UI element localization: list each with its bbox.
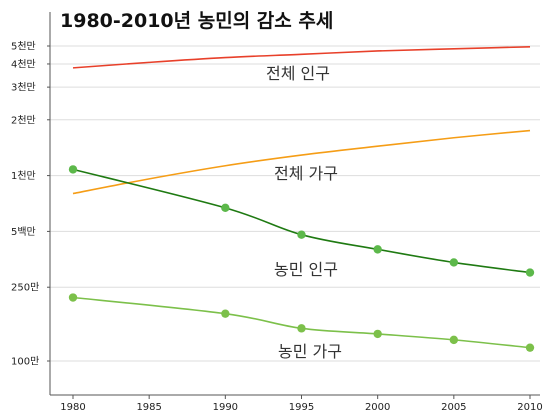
series-total-population <box>72 46 531 69</box>
series-total-households <box>72 129 531 195</box>
series-farm-households <box>68 293 535 352</box>
data-point <box>449 258 459 267</box>
y-axis-ticks: 5천만 4천만 3천만 2천만 1천만 5백만 250만 100만 <box>11 41 50 368</box>
data-point <box>68 293 78 302</box>
x-tick-label: 1990 <box>213 402 238 413</box>
data-point <box>297 230 306 239</box>
data-point <box>525 268 535 277</box>
x-tick-label: 1980 <box>60 402 85 413</box>
x-tick-label: 2000 <box>365 402 390 413</box>
y-tick-label: 3천만 <box>11 82 36 94</box>
series-farm-population <box>68 165 535 277</box>
y-tick-label: 250만 <box>11 282 39 294</box>
y-tick-label: 2천만 <box>11 114 36 126</box>
series-line <box>72 129 531 195</box>
data-point <box>525 343 535 352</box>
data-point <box>68 165 78 174</box>
series-label: 농민 가구 <box>278 342 342 361</box>
series-label: 농민 인구 <box>274 260 338 279</box>
y-tick-label: 1천만 <box>11 170 36 182</box>
data-point <box>373 245 382 254</box>
data-point <box>221 309 230 318</box>
x-tick-label: 2005 <box>441 402 466 413</box>
data-point <box>449 335 459 345</box>
data-point <box>221 203 230 213</box>
series-line <box>72 296 531 349</box>
data-point <box>373 329 382 339</box>
x-tick-label: 1985 <box>136 402 161 413</box>
series-line <box>72 46 531 69</box>
data-point <box>297 324 306 333</box>
y-tick-label: 5천만 <box>11 41 36 53</box>
grid-lines <box>50 45 540 362</box>
x-tick-label: 2010 <box>517 402 542 413</box>
x-axis-ticks: 1980 1985 1990 1995 2000 2005 2010 <box>60 395 543 413</box>
series-label: 전체 인구 <box>266 64 330 83</box>
chart-title: 1980-2010년 농민의 감소 추세 <box>60 10 333 32</box>
y-tick-label: 100만 <box>11 356 39 368</box>
y-tick-label: 5백만 <box>11 226 36 238</box>
series-line <box>72 168 531 274</box>
series-group <box>68 46 535 352</box>
series-label: 전체 가구 <box>274 164 338 183</box>
x-tick-label: 1995 <box>289 402 314 413</box>
y-tick-label: 4천만 <box>11 58 36 70</box>
